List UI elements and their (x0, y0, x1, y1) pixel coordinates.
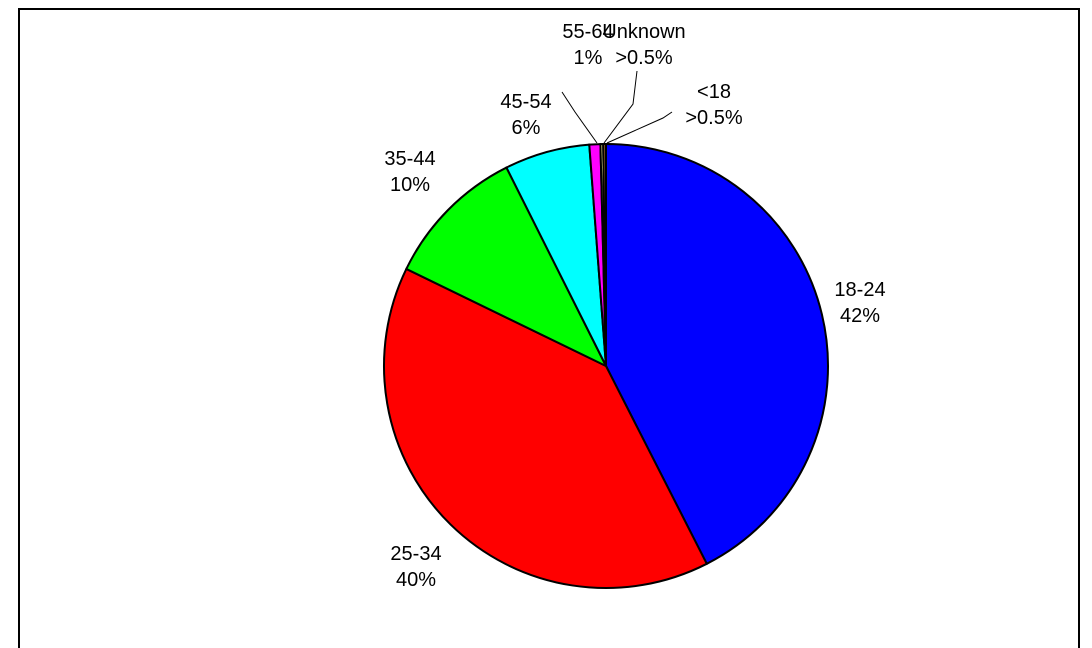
slice-category-label: <18 (697, 81, 731, 103)
slice-category-label: Unknown (602, 21, 685, 43)
pie-slice-18 (602, 142, 607, 367)
pie-slice-25-34 (383, 267, 709, 589)
slice-category-label: 35-44 (384, 148, 435, 170)
slice-percent-label: 1% (574, 47, 603, 69)
leader-lines (561, 70, 673, 144)
leader-line (603, 70, 638, 144)
slice-category-label: 18-24 (834, 279, 885, 301)
slice-percent-label: 10% (390, 174, 430, 196)
slice-percent-label: >0.5% (685, 107, 742, 129)
pie-slices (383, 142, 829, 589)
slice-category-label: 45-54 (500, 91, 551, 113)
slice-percent-label: >0.5% (615, 47, 672, 69)
leader-line (561, 91, 598, 144)
slice-percent-label: 42% (840, 305, 880, 327)
leader-line (606, 111, 673, 144)
slice-percent-label: 6% (512, 117, 541, 139)
slice-percent-label: 40% (396, 569, 436, 591)
slice-category-label: 55-64 (562, 21, 613, 43)
pie-slice-35-44 (404, 166, 609, 369)
pie-slice-18-24 (605, 142, 829, 566)
slice-category-label: 25-34 (390, 543, 441, 565)
slice-labels: 18-24 42% 25-34 40% 35-44 10% 45-54 6% 55-64 1% Un… (384, 21, 885, 591)
